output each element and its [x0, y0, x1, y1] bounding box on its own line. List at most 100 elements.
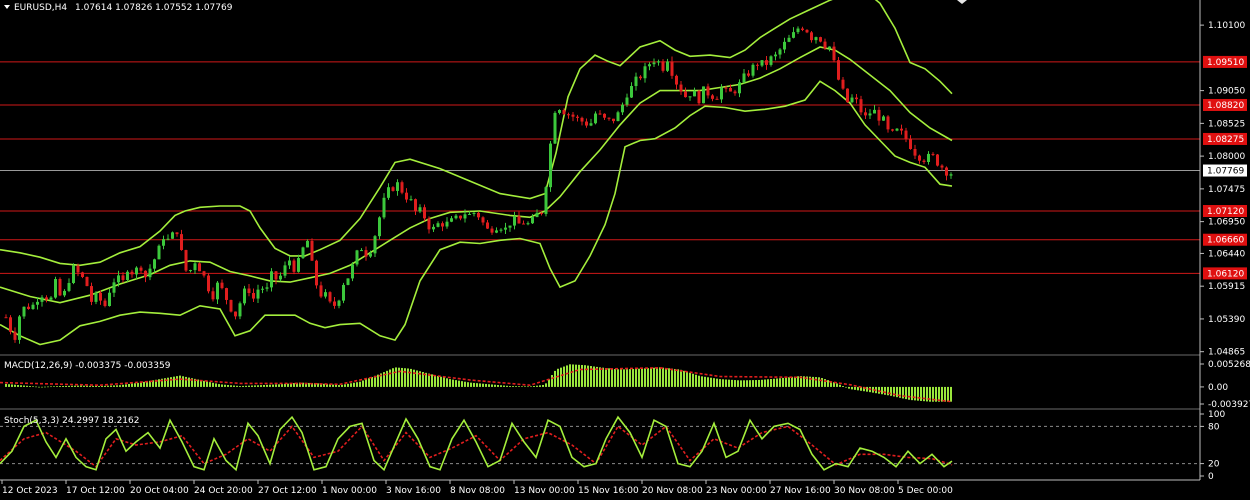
macd-bar [41, 386, 43, 388]
shift-marker-icon[interactable] [957, 0, 967, 4]
stoch-axis[interactable]: 100 80 20 0 [1200, 410, 1225, 482]
macd-bar [734, 380, 736, 387]
macd-bar [506, 385, 508, 387]
macd-bar [944, 386, 946, 402]
macd-bar [455, 380, 457, 387]
candle-body [27, 306, 30, 310]
macd-bar [35, 386, 37, 388]
time-axis[interactable]: 12 Oct 2023 17 Oct 12:00 20 Oct 04:00 24 Oc… [1, 480, 953, 496]
candle-body [571, 114, 575, 117]
macd-bar [203, 380, 205, 387]
macd-bar [719, 379, 721, 387]
candle-body [540, 212, 543, 214]
macd-bar [527, 386, 529, 388]
candle-body [297, 258, 300, 272]
macd-bar [890, 386, 892, 396]
macd-bar [803, 376, 805, 387]
macd-bar [788, 377, 790, 387]
macd-bar [737, 380, 739, 387]
macd-bar [473, 382, 475, 387]
candle-body [621, 104, 624, 113]
candle-body [216, 282, 219, 300]
candle-body [724, 87, 728, 89]
time-tick-label: 5 Dec 00:00 [898, 486, 953, 496]
candle-body [580, 117, 584, 122]
candle-body [643, 66, 647, 79]
macd-bar [701, 376, 703, 387]
level-tag-label: 1.07120 [1207, 207, 1244, 217]
macd-bar [554, 370, 556, 387]
macd-bar [140, 382, 142, 387]
candle-body [486, 222, 489, 229]
macd-bar [83, 385, 85, 387]
macd-bar [50, 386, 52, 388]
macd-bar [938, 386, 940, 402]
macd-bar [827, 380, 829, 387]
macd-bar [23, 385, 25, 387]
candle-body [463, 214, 467, 219]
candle-body [612, 118, 615, 122]
macd-bar [593, 366, 595, 387]
candle-body [333, 301, 336, 306]
macd-bar [485, 383, 487, 387]
candle-body [256, 289, 260, 299]
candle-body [648, 64, 651, 67]
macd-bar [941, 386, 943, 402]
macd-bar [245, 385, 247, 387]
candle-body [873, 109, 876, 114]
macd-bar [848, 386, 850, 389]
macd-bar [596, 366, 598, 387]
candle-body [742, 73, 746, 83]
macd-bar [512, 386, 514, 387]
candle-body [202, 271, 206, 276]
macd-bar [284, 383, 286, 387]
current-price-label: 1.07769 [1207, 167, 1244, 177]
macd-bar [125, 384, 127, 387]
macd-bar [53, 386, 55, 387]
macd-bar [782, 377, 784, 387]
macd-bar [152, 380, 154, 387]
macd-bar [917, 386, 919, 401]
macd-bar [791, 376, 793, 387]
macd-bar [695, 374, 697, 387]
candle-body [940, 165, 944, 168]
macd-axis[interactable]: 0.005268 0.00 -0.003927 [1200, 360, 1250, 410]
symbol-dropdown-icon[interactable] [4, 5, 10, 9]
candle-body [54, 279, 57, 298]
candle-body [58, 279, 62, 296]
price-tick-label: 1.08525 [1208, 119, 1245, 129]
macd-bar [521, 386, 523, 387]
macd-bar [269, 384, 271, 387]
candle-body [778, 49, 782, 55]
macd-bar [773, 378, 775, 387]
candle-body [207, 275, 210, 292]
candle-body [382, 197, 386, 218]
macd-bar [821, 378, 823, 387]
candle-body [342, 284, 345, 301]
macd-bar [725, 379, 727, 387]
candle-body [706, 86, 710, 96]
macd-bar [560, 367, 562, 387]
candle-body [805, 29, 809, 33]
macd-bar [590, 366, 592, 387]
macd-bar [644, 368, 646, 387]
macd-bar [308, 382, 310, 387]
macd-bar [524, 386, 526, 387]
price-axis[interactable]: 1.10100 1.09050 1.08525 1.08000 1.07475 1.069… [1200, 21, 1247, 358]
macd-bar [764, 379, 766, 387]
candle-body [639, 76, 642, 79]
macd-bar [338, 385, 340, 387]
candle-body [193, 263, 197, 271]
macd-bar [758, 379, 760, 387]
candle-body [769, 56, 773, 65]
macd-bar [515, 386, 517, 387]
macd-bar [374, 375, 376, 387]
macd-bar [92, 385, 94, 387]
candle-body [859, 99, 863, 113]
candle-body [909, 138, 912, 149]
macd-bar [176, 376, 178, 387]
macd-bar [218, 384, 220, 387]
candle-body [837, 60, 840, 80]
macd-bar [167, 377, 169, 387]
